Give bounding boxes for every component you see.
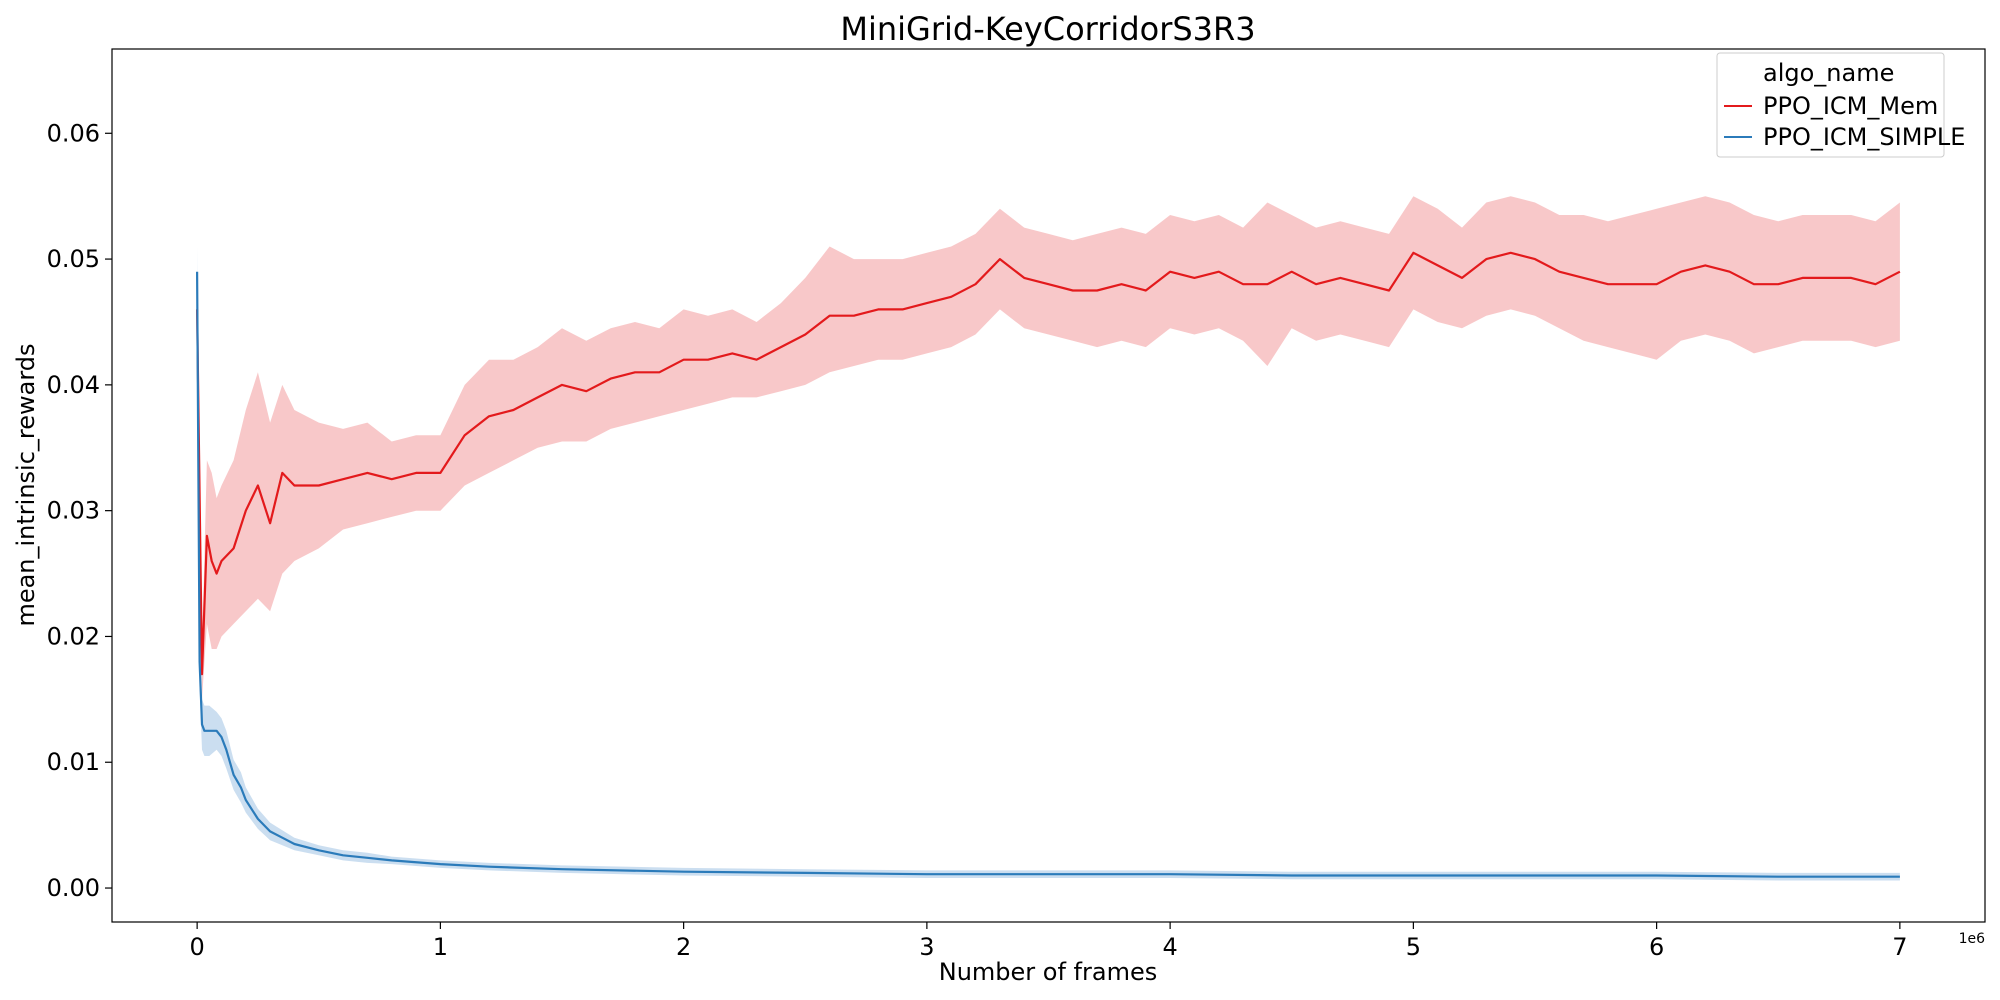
y-tick-label: 0.06 xyxy=(47,119,100,147)
legend-label-ppo-icm-simple: PPO_ICM_SIMPLE xyxy=(1763,123,1965,151)
y-tick-label: 0.00 xyxy=(47,874,100,902)
legend-label-ppo-icm-mem: PPO_ICM_Mem xyxy=(1763,92,1938,120)
y-axis-label: mean_intrinsic_rewards xyxy=(12,343,40,626)
legend-box xyxy=(1716,52,1945,158)
x-axis-offset-label: 1e6 xyxy=(1959,931,1986,947)
x-tick-label: 5 xyxy=(1406,933,1421,961)
chart-title: MiniGrid-KeyCorridorS3R3 xyxy=(840,10,1255,48)
series-lines xyxy=(196,251,1901,878)
y-tick-label: 0.05 xyxy=(47,245,100,273)
plot-frame xyxy=(111,48,1986,923)
series-line-ppo-icm-mem xyxy=(196,251,1901,676)
y-tick-label: 0.01 xyxy=(47,748,100,776)
x-tick-label: 7 xyxy=(1892,933,1907,961)
y-tick-label: 0.04 xyxy=(47,371,100,399)
band-ppo-icm-mem xyxy=(197,196,1900,700)
y-axis-ticks: 0.00 0.01 0.02 0.03 0.04 0.05 0.06 xyxy=(47,119,112,902)
x-tick-label: 4 xyxy=(1162,933,1177,961)
x-tick-label: 2 xyxy=(676,933,691,961)
legend-title: algo_name xyxy=(1763,59,1894,87)
y-tick-label: 0.02 xyxy=(47,622,100,650)
x-tick-label: 1 xyxy=(433,933,448,961)
confidence-bands xyxy=(197,196,1900,881)
x-axis-label: Number of frames xyxy=(939,958,1157,986)
x-tick-label: 6 xyxy=(1649,933,1664,961)
legend: algo_name PPO_ICM_Mem PPO_ICM_SIMPLE xyxy=(1716,52,1965,158)
series-line-ppo-icm-simple xyxy=(196,271,1900,878)
x-tick-label: 3 xyxy=(919,933,934,961)
x-axis-ticks: 0 1 2 3 4 5 6 7 xyxy=(189,922,1908,961)
y-tick-label: 0.03 xyxy=(47,497,100,525)
x-tick-label: 0 xyxy=(189,933,204,961)
